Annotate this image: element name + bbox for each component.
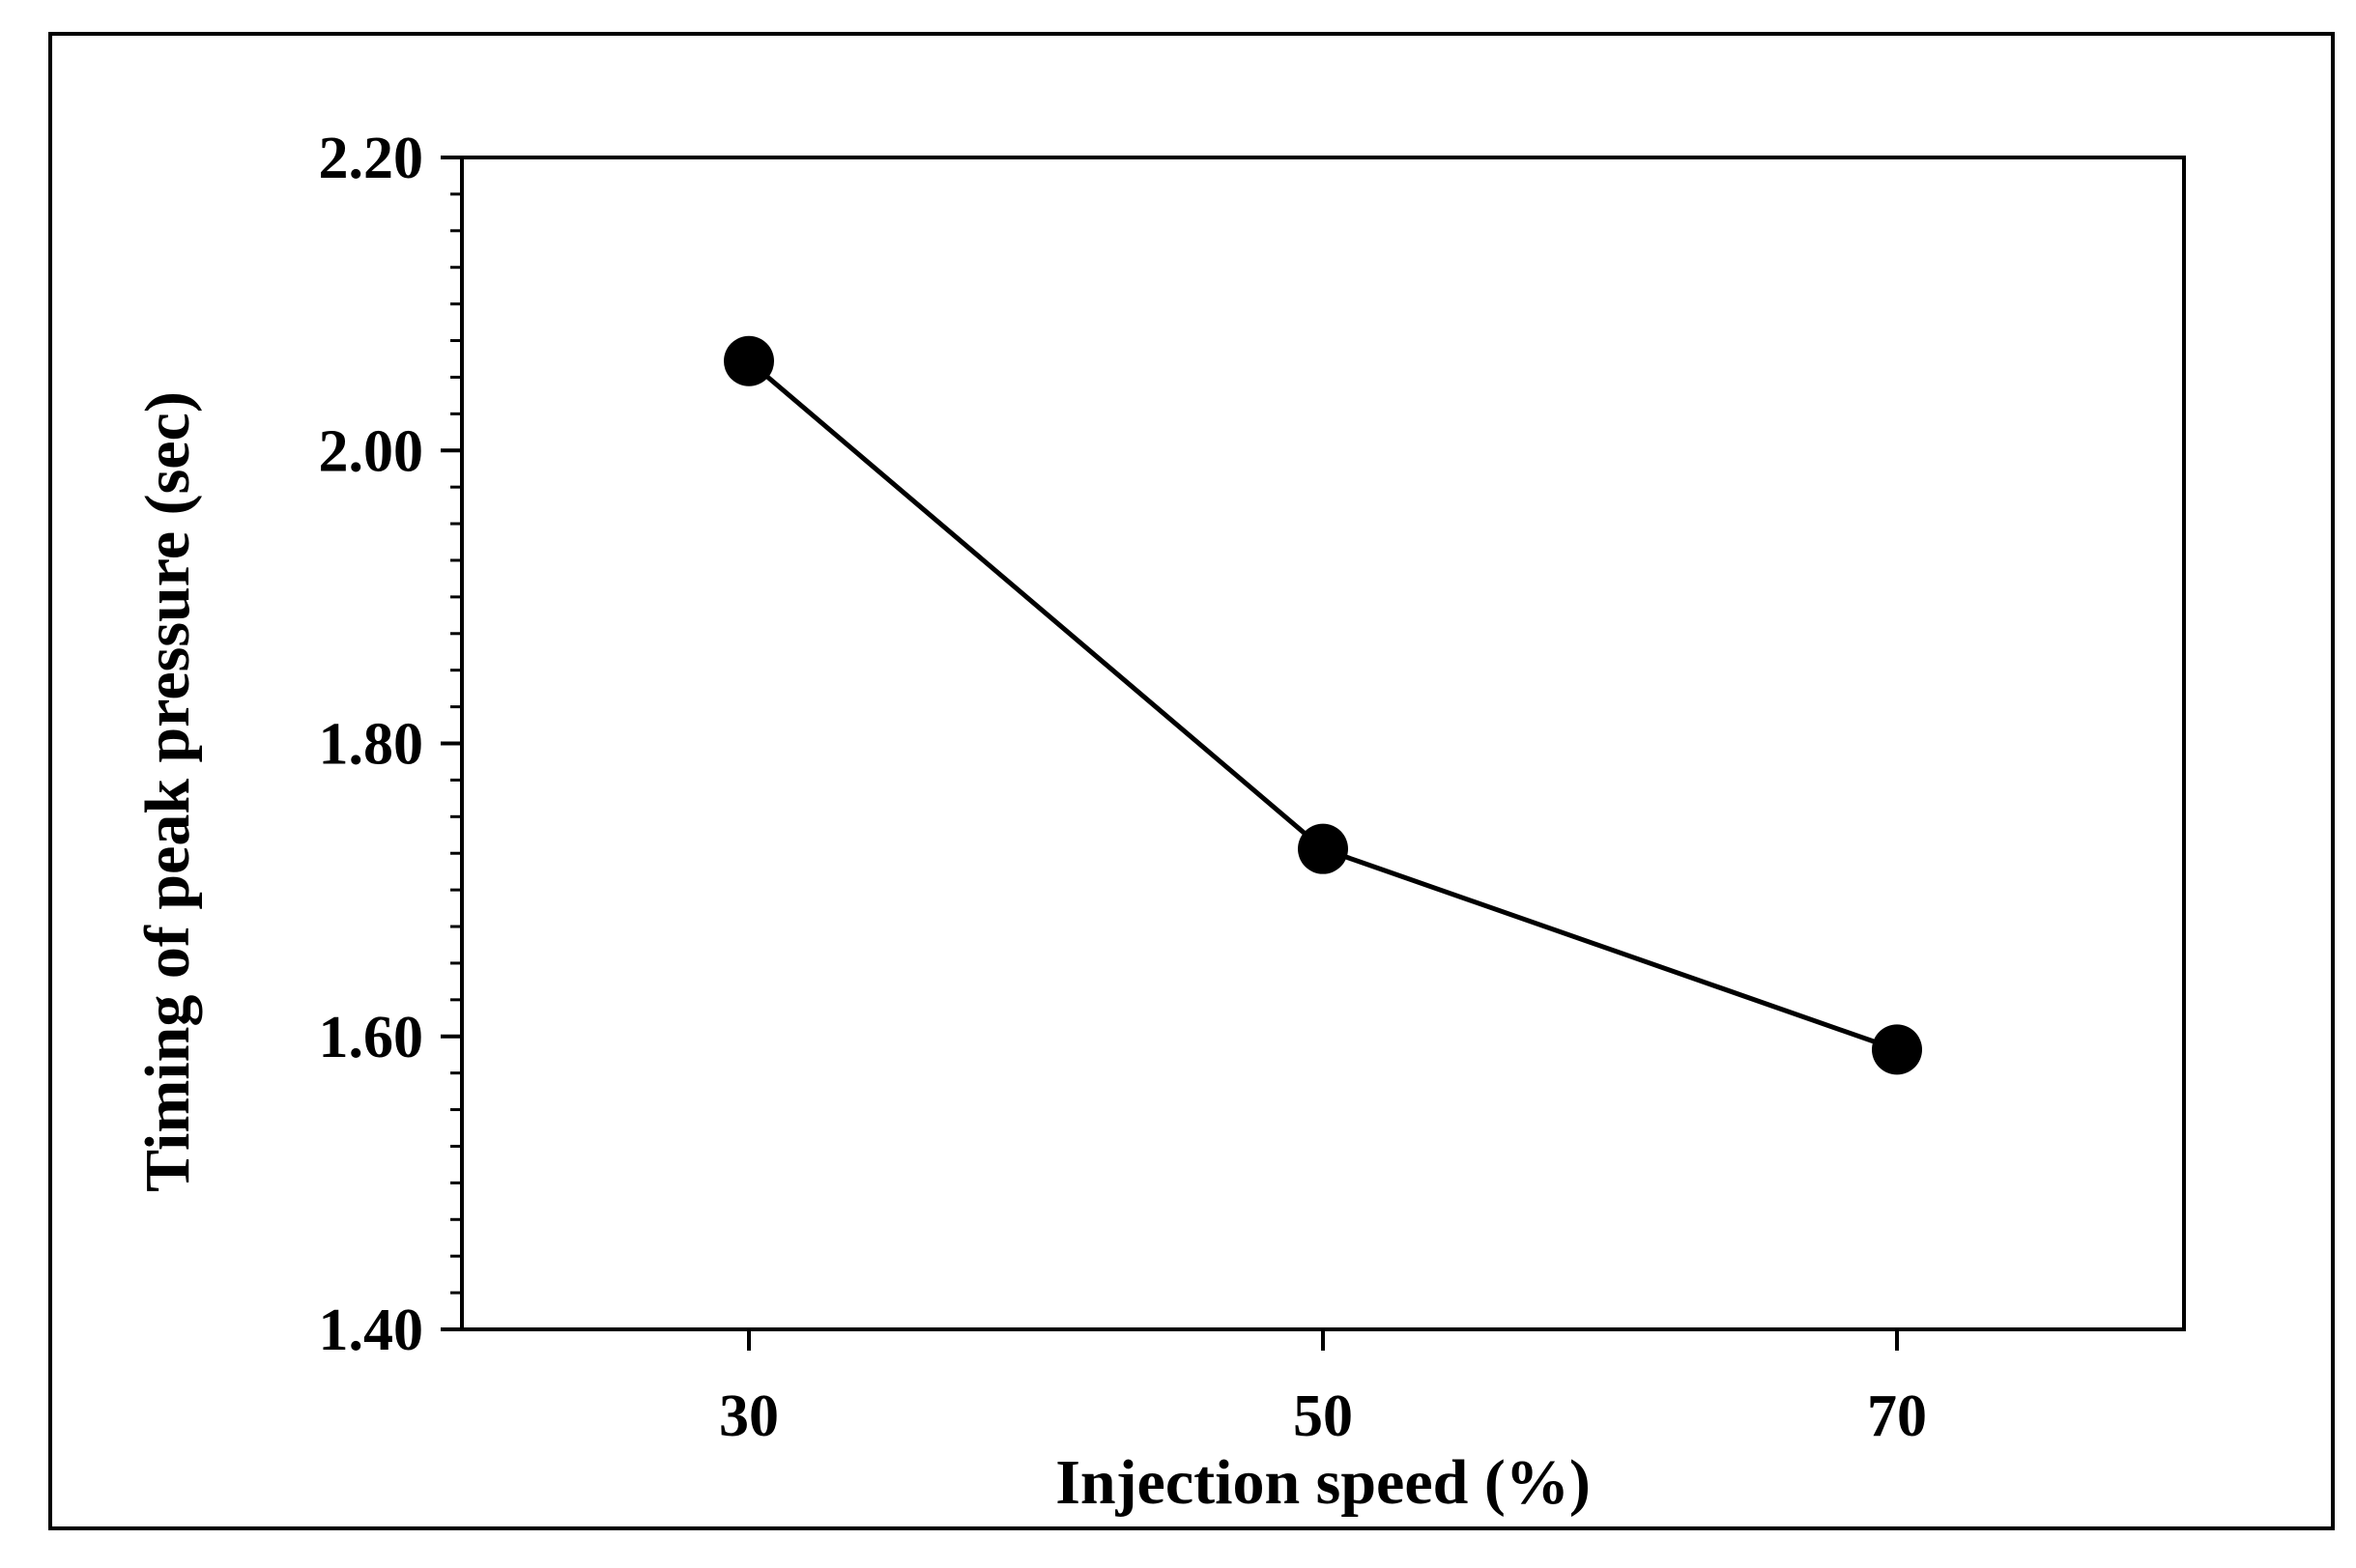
y-tick-labels: 1.40 1.60 1.80 2.00 2.20 bbox=[319, 126, 424, 1363]
data-point bbox=[1872, 1024, 1922, 1075]
x-axis-title: Injection speed (%) bbox=[1055, 1447, 1591, 1518]
axis-major-ticks bbox=[441, 156, 1899, 1351]
y-tick-label: 1.60 bbox=[319, 1005, 424, 1070]
y-tick-label: 1.80 bbox=[319, 712, 424, 778]
y-tick-label: 2.00 bbox=[319, 418, 424, 484]
x-tick-label: 50 bbox=[1293, 1383, 1353, 1449]
data-point bbox=[1298, 823, 1348, 874]
x-tick-labels: 30 50 70 bbox=[719, 1383, 1927, 1449]
y-tick-label: 2.20 bbox=[319, 126, 424, 191]
y-tick-label: 1.40 bbox=[319, 1297, 424, 1363]
plot-area bbox=[460, 156, 2186, 1331]
x-tick-label: 30 bbox=[719, 1383, 779, 1449]
series-line bbox=[747, 358, 1898, 1052]
data-point bbox=[724, 335, 774, 386]
y-axis-title: Timing of peak pressure (sec) bbox=[132, 391, 203, 1192]
chart-frame bbox=[48, 32, 2335, 1530]
series-points bbox=[724, 335, 1922, 1075]
x-tick-label: 70 bbox=[1867, 1383, 1927, 1449]
series-lines bbox=[747, 358, 1898, 1052]
